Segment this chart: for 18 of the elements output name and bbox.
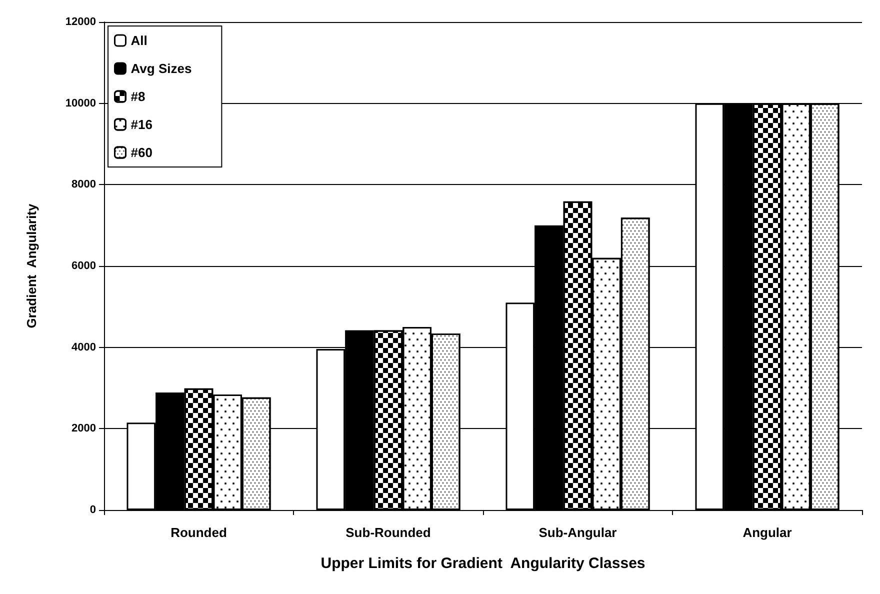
y-tick-label: 4000 [72, 341, 96, 354]
legend-label: Avg Sizes [130, 61, 192, 76]
y-tick-label: 0 [90, 504, 96, 516]
x-tick-label: Sub-Angular [538, 525, 617, 540]
legend-label: #60 [130, 145, 152, 160]
legend-label: #8 [130, 89, 146, 104]
x-tick-label: Angular [742, 525, 792, 540]
x-tick-label: Rounded [170, 525, 227, 540]
y-axis-title: Gradient Angularity [24, 202, 39, 328]
y-tick-label: 2000 [72, 422, 96, 435]
y-tick-label: 10000 [65, 97, 96, 110]
x-axis-title: Upper Limits for Gradient Angularity Classes [320, 555, 646, 572]
y-tick-label: 6000 [72, 260, 96, 272]
legend-label: All [130, 33, 148, 48]
y-tick-label: 8000 [72, 178, 96, 191]
x-tick-label: Sub-Rounded [346, 525, 431, 540]
legend-label: #16 [130, 117, 152, 132]
y-tick-label: 12000 [65, 16, 96, 28]
